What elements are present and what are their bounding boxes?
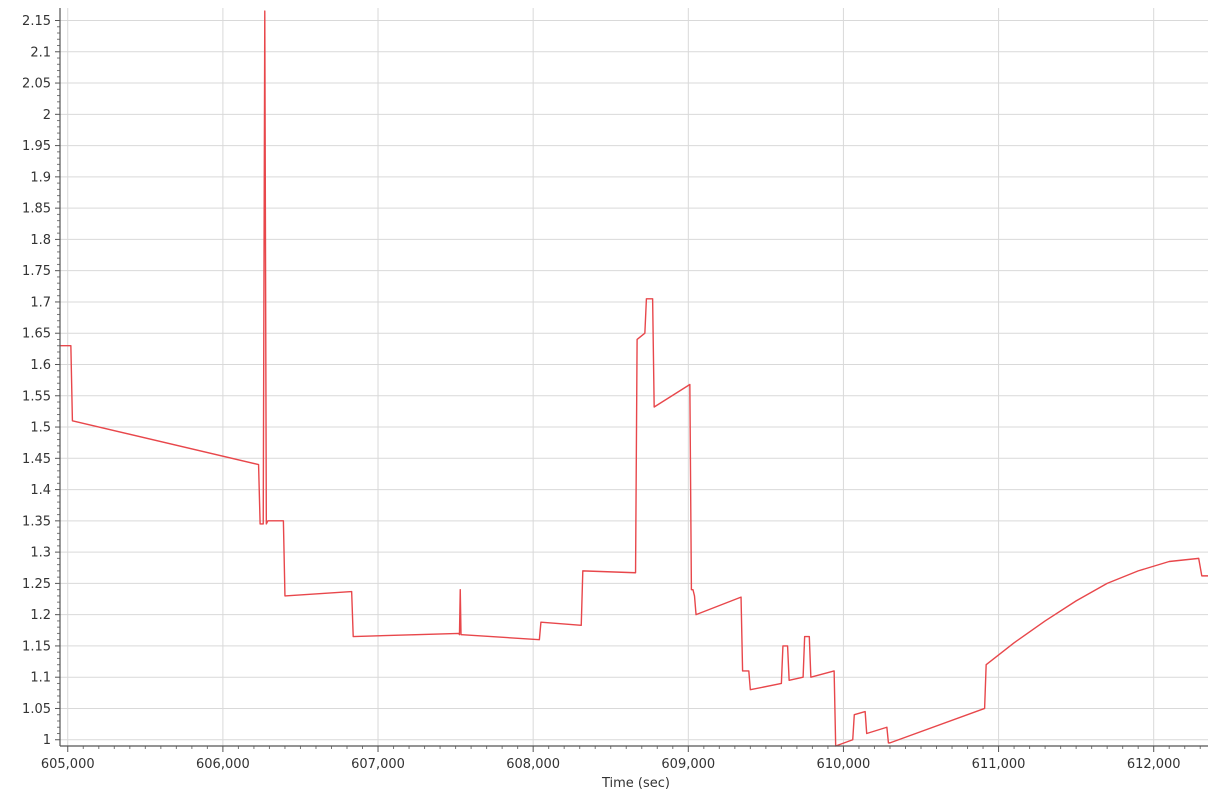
- y-tick-label: 1.9: [30, 170, 51, 185]
- x-tick-label: 609,000: [661, 757, 715, 772]
- y-tick-label: 1.25: [22, 577, 51, 592]
- series-layer: [60, 10, 1208, 747]
- y-tick-label: 1.35: [22, 514, 51, 529]
- y-tick-label: 1.75: [22, 264, 51, 279]
- y-tick-label: 1.05: [22, 702, 51, 717]
- x-tick-label: 606,000: [196, 757, 250, 772]
- y-tick-label: 1: [43, 733, 51, 748]
- y-tick-label: 2.15: [22, 14, 51, 29]
- grid-layer: [60, 8, 1208, 746]
- x-axis-title: Time (sec): [601, 776, 670, 791]
- y-tick-label: 2: [43, 108, 51, 123]
- y-tick-label: 1.15: [22, 639, 51, 654]
- plot-background: [60, 8, 1208, 746]
- y-tick-label: 1.95: [22, 139, 51, 154]
- label-layer: 1 1.05 1.1 1.15 1.2 1.25 1.3 1.35 1.4 1.45 1.5 1.55…: [22, 14, 1181, 772]
- y-tick-label: 1.3: [30, 546, 51, 561]
- y-tick-label: 2.1: [30, 45, 51, 60]
- x-tick-label: 612,000: [1127, 757, 1181, 772]
- y-tick-label: 1.7: [30, 295, 51, 310]
- y-tick-label: 1.55: [22, 389, 51, 404]
- y-tick-label: 1.85: [22, 202, 51, 217]
- y-tick-label: 2.05: [22, 77, 51, 92]
- x-tick-label: 605,000: [41, 757, 95, 772]
- y-tick-label: 1.4: [30, 483, 51, 498]
- y-tick-label: 1.5: [30, 421, 51, 436]
- x-tick-label: 610,000: [817, 757, 871, 772]
- series-line-0: [60, 10, 1208, 747]
- x-tick-label: 607,000: [351, 757, 405, 772]
- x-tick-label: 608,000: [506, 757, 560, 772]
- y-tick-label: 1.1: [30, 671, 51, 686]
- y-tick-label: 1.2: [30, 608, 51, 623]
- y-tick-label: 1.8: [30, 233, 51, 248]
- x-tick-label: 611,000: [972, 757, 1026, 772]
- y-tick-label: 1.6: [30, 358, 51, 373]
- y-tick-label: 1.45: [22, 452, 51, 467]
- y-tick-label: 1.65: [22, 327, 51, 342]
